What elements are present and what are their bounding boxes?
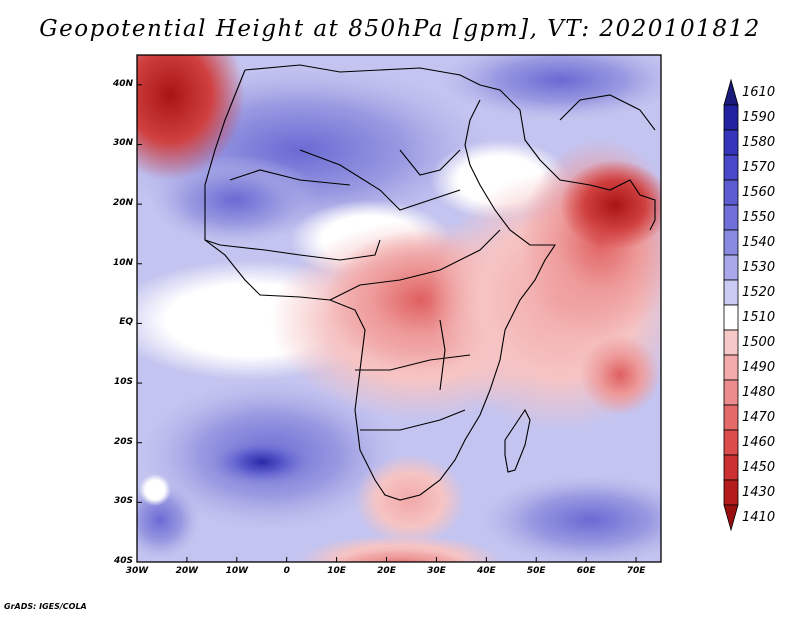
x-tick-label: 60E: [576, 566, 596, 576]
x-tick-label: 20E: [377, 566, 396, 576]
colorbar-swatch: [723, 304, 739, 331]
colorbar-label: 1570: [742, 159, 776, 175]
colorbar-swatch: [723, 479, 739, 506]
colorbar-label: 1470: [742, 409, 776, 425]
colorbar-swatch: [723, 454, 739, 481]
x-tick-label: 10W: [225, 566, 249, 576]
colorbar-label: 1540: [742, 234, 776, 250]
colorbar-label: 1460: [742, 434, 776, 450]
colorbar-arrow-top: [723, 78, 739, 106]
colorbar-label: 1450: [742, 459, 776, 475]
colorbar-swatch: [723, 329, 739, 356]
colorbar-swatch: [723, 279, 739, 306]
colorbar-label: 1410: [742, 509, 776, 525]
colorbar-swatch: [723, 354, 739, 381]
colorbar-swatch: [723, 104, 739, 131]
y-tick-label: 40S: [113, 556, 133, 566]
colorbar-label: 1550: [742, 209, 776, 225]
colorbar-swatch: [723, 254, 739, 281]
colorbar-label: 1580: [742, 134, 776, 150]
y-tick-label: 10N: [112, 257, 133, 268]
colorbar-label: 1430: [742, 484, 776, 500]
colorbar-swatch: [723, 204, 739, 231]
x-tick-label: 20W: [175, 566, 199, 576]
y-tick-label: 30N: [112, 138, 133, 149]
colorbar-arrow-bottom: [723, 504, 739, 532]
y-tick-label: EQ: [119, 317, 133, 328]
colorbar-swatch: [723, 229, 739, 256]
colorbar-label: 1530: [742, 259, 776, 275]
x-tick-label: 30E: [427, 566, 446, 576]
colorbar-label: 1520: [742, 284, 776, 300]
colorbar-swatch: [723, 129, 739, 156]
y-tick-label: 30S: [113, 496, 133, 507]
colorbar-swatch: [723, 154, 739, 181]
colorbar: [723, 78, 739, 532]
y-tick-label: 10S: [113, 377, 133, 388]
map-frame: [136, 54, 662, 563]
coastline: [204, 64, 656, 501]
colorbar-swatch: [723, 179, 739, 206]
colorbar-label: 1610: [742, 84, 776, 100]
chart-title: Geopotential Height at 850hPa [gpm], VT:…: [39, 16, 761, 42]
colorbar-swatch: [723, 404, 739, 431]
credit-text: GrADS: IGES/COLA: [4, 602, 87, 611]
colorbar-label: 1510: [742, 309, 776, 325]
x-tick-label: 10E: [327, 566, 346, 576]
x-tick-label: 50E: [526, 566, 546, 576]
colorbar-label: 1490: [742, 359, 776, 375]
x-tick-label: 40E: [476, 566, 496, 576]
x-tick-label: 0: [283, 566, 290, 576]
colorbar-label: 1560: [742, 184, 776, 200]
height-field: [137, 55, 661, 562]
colorbar-label: 1590: [742, 109, 776, 125]
colorbar-swatch: [723, 429, 739, 456]
y-tick-label: 20N: [112, 198, 133, 209]
x-tick-label: 30W: [125, 566, 149, 576]
x-tick-label: 70E: [626, 566, 646, 576]
colorbar-swatch: [723, 379, 739, 406]
tick-marks: [136, 84, 637, 563]
y-tick-label: 20S: [113, 436, 133, 447]
y-tick-label: 40N: [112, 78, 133, 89]
colorbar-label: 1500: [742, 334, 776, 350]
colorbar-label: 1480: [742, 384, 776, 400]
